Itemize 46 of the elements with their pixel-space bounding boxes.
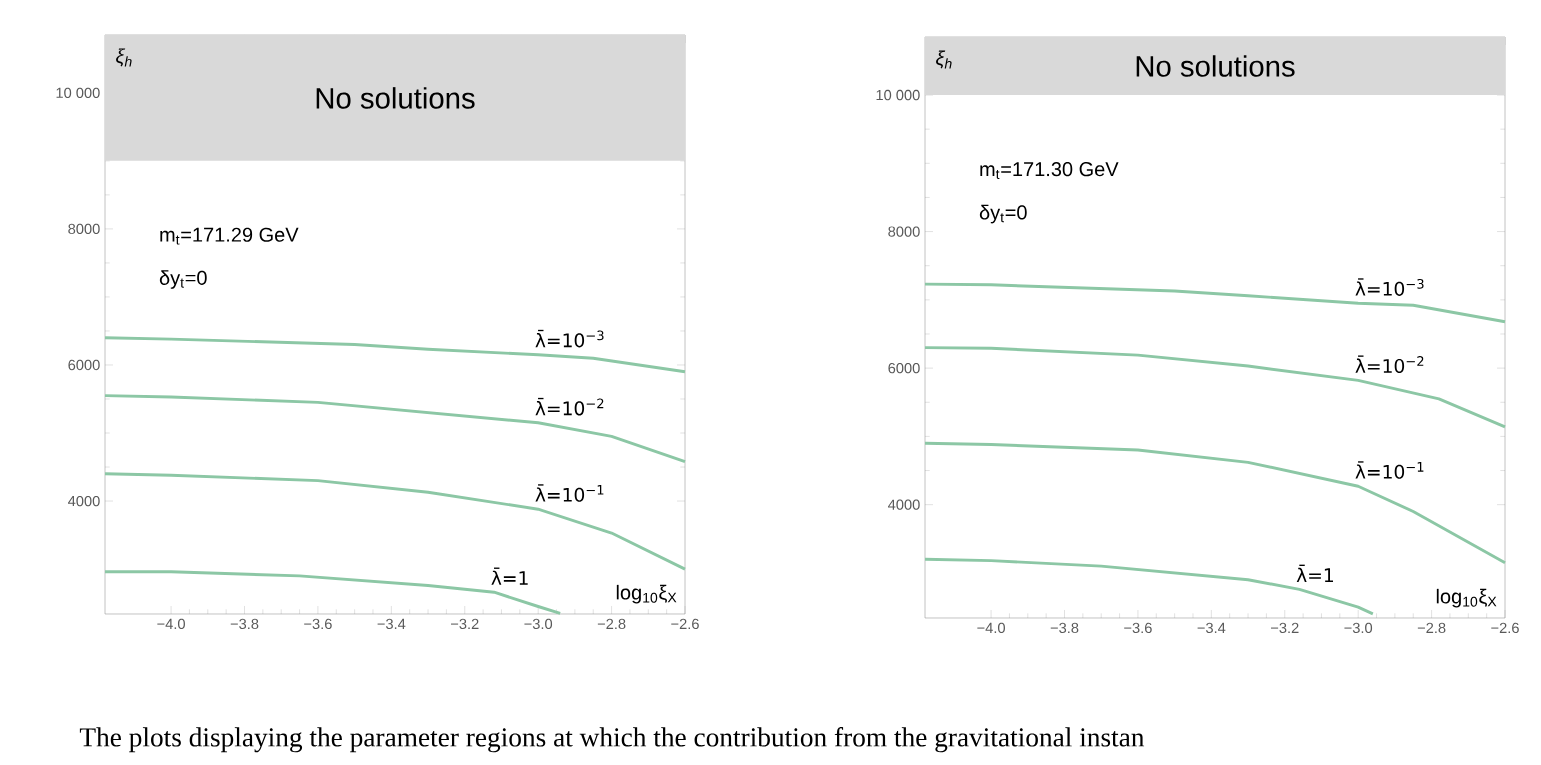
annotation: m$_{t}$=171.29 GeV — [160, 227, 299, 245]
annotation: δy$_{t}$=0 — [159, 270, 207, 289]
y-tick-label: 10 000 — [56, 87, 100, 99]
x-tick-label: −3.8 — [1050, 622, 1079, 634]
y-axis-title: ξ$_{h}$ — [116, 48, 132, 67]
series-label: λ̄=10$^{−2}$ — [1355, 355, 1424, 374]
annotation: δy$_{t}$=0 — [979, 204, 1027, 224]
x-axis-title: log$_{10}$ξ$_{X}$ — [616, 584, 677, 604]
annotation: m$_{t}$=171.30 GeV — [980, 162, 1119, 180]
x-axis-title: log$_{10}$ξ$_{X}$ — [1436, 588, 1497, 608]
x-tick-label: −3.6 — [1124, 622, 1152, 634]
text: The plots displaying the parameter regions at which the contribution from the gravitational instan — [79, 727, 1145, 753]
band-label: No solutions — [1136, 55, 1295, 77]
x-tick-label: −2.6 — [1491, 622, 1519, 634]
x-tick-label: −3.2 — [451, 618, 479, 630]
x-tick-label: −4.0 — [977, 622, 1005, 634]
series-label: λ̄=10$^{−1}$ — [535, 484, 604, 502]
y-tick-label: 4000 — [888, 499, 920, 510]
x-tick-label: −4.0 — [157, 618, 185, 630]
series-label: λ̄=10$^{−3}$ — [535, 329, 604, 348]
x-tick-label: −3.4 — [1197, 622, 1226, 634]
line-series — [103, 394, 687, 464]
y-tick-label: 10 000 — [876, 89, 920, 101]
x-tick-label: −2.8 — [1417, 622, 1446, 634]
x-tick-label: −3.0 — [1344, 622, 1373, 634]
x-tick-label: −2.6 — [671, 618, 699, 630]
y-axis-title: ξ$_{h}$ — [936, 50, 952, 69]
series-label: λ̄=1 — [491, 567, 528, 585]
series-label: λ̄=10$^{−3}$ — [1355, 278, 1424, 296]
y-tick-label: 8000 — [888, 226, 920, 237]
series-label: λ̄=10$^{−2}$ — [535, 397, 604, 416]
x-tick-label: −3.4 — [377, 618, 406, 630]
x-tick-label: −2.8 — [597, 618, 626, 630]
y-tick-label: 8000 — [68, 223, 100, 235]
y-tick-label: 6000 — [68, 359, 100, 371]
y-tick-label: 6000 — [888, 362, 920, 374]
x-tick-label: −3.2 — [1271, 622, 1299, 634]
x-tick-label: −3.6 — [304, 618, 332, 630]
series-label: λ̄=1 — [1296, 564, 1334, 582]
x-tick-label: −3.8 — [230, 618, 259, 630]
x-tick-label: −3.0 — [524, 618, 553, 630]
line-series — [923, 441, 1507, 565]
band-label: No solutions — [316, 87, 475, 109]
line-series — [923, 346, 1507, 429]
series-label: λ̄=10$^{−1}$ — [1355, 461, 1424, 479]
y-tick-label: 4000 — [68, 495, 100, 507]
